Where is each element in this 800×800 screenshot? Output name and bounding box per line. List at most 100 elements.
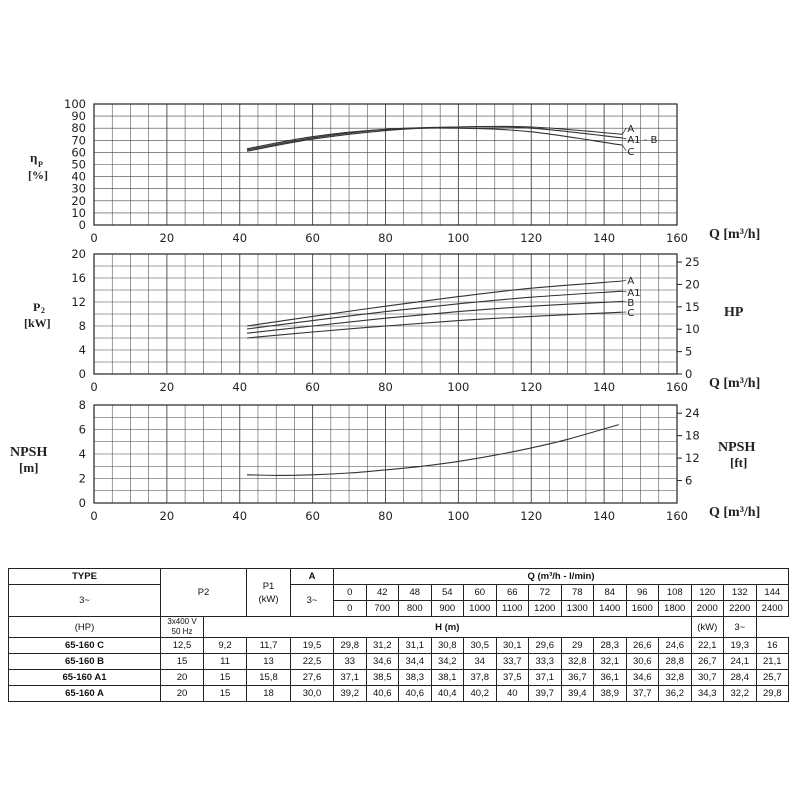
- series-label: C: [627, 308, 634, 319]
- head-value: 40,2: [463, 685, 497, 702]
- head-value: 36,2: [658, 685, 692, 702]
- head-value: 31,1: [398, 637, 432, 654]
- chart-panel-1: 0 20 40 60 80 100 120 140 1600102030405060708090…: [64, 97, 760, 245]
- x-tick-label: 160: [666, 380, 688, 394]
- npsh-axis-label: NPSH: [10, 445, 47, 460]
- q-m3h-value: 84: [593, 584, 627, 601]
- head-value: 28,8: [658, 653, 692, 670]
- x-tick-label: 140: [593, 380, 615, 394]
- x-tick-label: 60: [305, 231, 320, 245]
- head-value: 26,6: [625, 637, 659, 654]
- x-tick-label: 80: [378, 380, 393, 394]
- series-line-c: [246, 311, 623, 339]
- current-a: 27,6: [290, 669, 334, 686]
- x-tick-label: 80: [378, 231, 393, 245]
- p2-kw: 15: [203, 685, 247, 702]
- head-value: 34,6: [625, 669, 659, 686]
- p2-header: P2: [160, 568, 247, 617]
- x-tick-label: 80: [378, 509, 393, 523]
- head-value: 34,6: [365, 653, 399, 670]
- head-value: 30,6: [625, 653, 659, 670]
- y-tick-label: 40: [71, 170, 86, 184]
- head-value: 19,3: [723, 637, 757, 654]
- head-value: 38,9: [593, 685, 627, 702]
- x-tick-label: 0: [90, 231, 97, 245]
- x-tick-label: 60: [305, 509, 320, 523]
- head-value: 21,1: [755, 653, 789, 670]
- series-line-0: [246, 424, 619, 476]
- head-value: 24,6: [658, 637, 692, 654]
- performance-table: TYPE P2 P1 (kW) A Q (m³/h - l/min) 3~ 3~ 0 42 48 5…: [8, 568, 789, 702]
- p1-phase: 3~: [723, 616, 757, 638]
- head-value: 38,1: [430, 669, 464, 686]
- x-tick-label: 100: [447, 509, 469, 523]
- series-leader: [622, 144, 627, 152]
- p2-hp: 20: [160, 685, 204, 702]
- x-tick-label: 120: [520, 509, 542, 523]
- y-right-tick-label: 20: [685, 277, 700, 291]
- table-row: 65-160 C 12,5 9,2 11,7 19,5 29,8 31,2 31,1 30,8 3…: [8, 637, 789, 654]
- table-header-row: TYPE P2 P1 (kW) A Q (m³/h - l/min): [8, 568, 789, 617]
- q-lmin-value: 1100: [495, 600, 529, 617]
- q-lmin-value: 1000: [463, 600, 497, 617]
- x-tick-label: 120: [520, 231, 542, 245]
- head-value: 39,2: [333, 685, 367, 702]
- series-line-b: [246, 300, 623, 334]
- x-tick-label: 100: [447, 380, 469, 394]
- pump-type: 65-160 B: [8, 653, 161, 670]
- head-value: 34: [463, 653, 497, 670]
- table-header-row: 0 700 800 900 1000 1100 1200 1300 1400 1600 1800 20…: [9, 600, 789, 617]
- head-value: 24,1: [723, 653, 757, 670]
- x-axis-label: Q [m³/h]: [709, 505, 760, 520]
- y-tick-label: 12: [71, 295, 86, 309]
- x-tick-label: 20: [160, 231, 175, 245]
- table-row: 65-160 A 20 15 18 30,0 39,2 40,6 40,6 40,4 40,2 40…: [8, 685, 789, 702]
- head-value: 34,3: [690, 685, 724, 702]
- head-value: 30,8: [430, 637, 464, 654]
- y-tick-label: 8: [79, 398, 86, 412]
- head-value: 32,8: [658, 669, 692, 686]
- head-value: 37,5: [495, 669, 529, 686]
- y-tick-label: 0: [79, 496, 86, 510]
- head-value: 32,1: [593, 653, 627, 670]
- eta-axis-label: η: [30, 150, 37, 165]
- x-axis-label: Q [m³/h]: [709, 376, 760, 391]
- p1-kw: 13: [246, 653, 291, 670]
- eta-axis-subscript: P: [38, 160, 43, 169]
- p2-kw: 15: [203, 669, 247, 686]
- table-header-row: 3~ 3~ 0 42 48 54 60 66 72 78 84 96 108 120 132 144: [8, 584, 789, 617]
- q-m3h-value: 78: [560, 584, 594, 601]
- head-value: 34,2: [430, 653, 464, 670]
- q-m3h-value: 48: [398, 584, 432, 601]
- head-value: 38,5: [365, 669, 399, 686]
- head-value: 30,5: [463, 637, 497, 654]
- table-row: 65-160 A1 20 15 15,8 27,6 37,1 38,5 38,3 38,1 37,…: [8, 669, 789, 686]
- series-label: A1: [627, 288, 640, 299]
- series-leader: [622, 290, 627, 293]
- npsh-axis-unit: [m]: [19, 460, 39, 475]
- y-tick-label: 90: [71, 109, 86, 123]
- q-lmin-value: 2000: [690, 600, 724, 617]
- q-m3h-value: 72: [528, 584, 562, 601]
- head-value: 37,7: [625, 685, 659, 702]
- p2-axis-unit: [kW]: [24, 316, 51, 330]
- p1-kw: 11,7: [246, 637, 291, 654]
- series-line-a: [246, 280, 623, 327]
- y-right-tick-label: 18: [685, 429, 700, 443]
- head-value: 37,1: [333, 669, 367, 686]
- head-value: 29,8: [333, 637, 367, 654]
- head-value: 33: [333, 653, 367, 670]
- y-tick-label: 4: [79, 343, 86, 357]
- plot-frame: [93, 404, 678, 504]
- p2-hp: 15: [160, 653, 204, 670]
- p2-axis-label: P: [33, 300, 40, 314]
- p2-hp: 20: [160, 669, 204, 686]
- head-value: 33,7: [495, 653, 529, 670]
- head-value: 38,3: [398, 669, 432, 686]
- head-value: 28,4: [723, 669, 757, 686]
- q-lmin-value: 1600: [625, 600, 659, 617]
- a-phase: 3~: [290, 584, 334, 617]
- head-value: 40,4: [430, 685, 464, 702]
